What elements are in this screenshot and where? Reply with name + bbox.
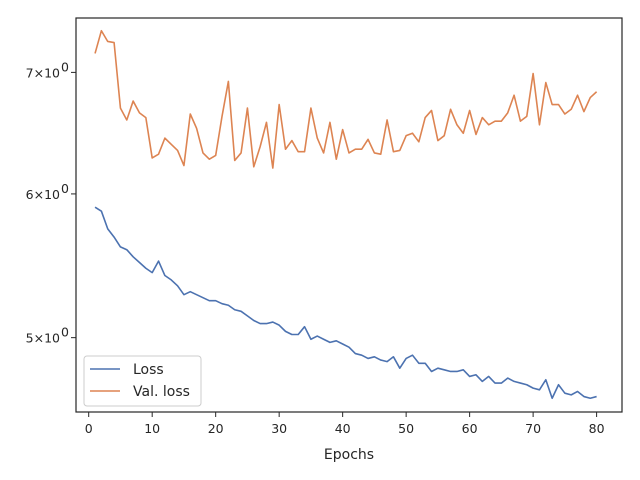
series-line-val-loss [94,29,598,169]
y-axis: 5×10 06×10 07×10 0 [26,59,76,346]
legend-label-loss: Loss [133,362,164,378]
y-tick-exponent: 0 [61,325,69,340]
x-tick-label: 70 [525,421,541,436]
x-tick-label: 10 [144,421,160,436]
y-tick-label: 7×10 [26,65,60,80]
series-layer [94,29,598,400]
x-axis-label: Epochs [324,447,374,463]
plot-area [75,17,623,413]
x-tick-label: 50 [398,421,414,436]
legend: Loss Val. loss [83,355,202,407]
y-tick-exponent: 0 [61,59,69,74]
x-axis: 0 10 20 30 40 50 60 70 80 [85,412,605,436]
x-tick-label: 80 [589,421,605,436]
legend-label-val-loss: Val. loss [133,384,190,400]
x-tick-label: 60 [462,421,478,436]
x-tick-label: 20 [208,421,224,436]
x-tick-label: 30 [271,421,287,436]
y-tick-label: 6×10 [26,187,60,202]
x-tick-label: 0 [85,421,93,436]
series-line-loss [94,206,597,400]
x-tick-label: 40 [335,421,351,436]
y-tick-exponent: 0 [61,181,69,196]
y-tick-label: 5×10 [26,331,60,346]
